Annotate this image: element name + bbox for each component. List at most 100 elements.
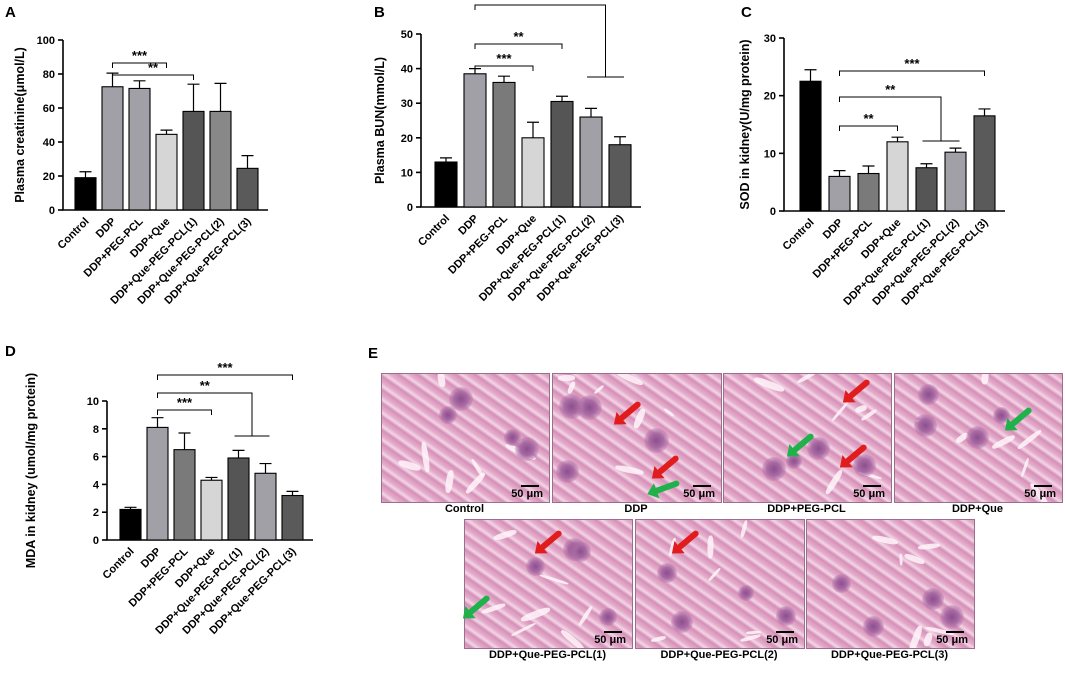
scale-label: 50 μm	[766, 634, 798, 646]
bar-ddp-que-peg-pcl-3-	[281, 494, 304, 541]
chart-panel-b: B 0 10 20 30 40 50 Plasma BUN(mmol/L) Control DDP…	[373, 0, 641, 304]
bar-ddp-peg-pcl	[857, 172, 880, 212]
error-bar	[187, 83, 200, 112]
significance-label: ***	[217, 360, 233, 375]
histology-image-ddp-que-peg-pcl-2-: 50 μm	[635, 519, 805, 649]
significance-bracket	[474, 65, 534, 71]
bar-ddp-que-peg-pcl-1-	[182, 110, 205, 211]
y-tick-label: 40	[43, 137, 55, 149]
glomerulus	[559, 394, 584, 419]
significance-label: **	[863, 111, 874, 126]
error-bar	[862, 165, 875, 174]
error-bar	[178, 432, 191, 450]
bar-ddp-peg-pcl	[173, 449, 196, 541]
error-bar	[205, 476, 218, 481]
y-tick-label: 10	[87, 396, 99, 408]
error-bar	[259, 462, 272, 474]
y-axis-label: SOD in kidney(U/mg protein)	[738, 39, 752, 209]
category-label: DDP	[821, 217, 846, 242]
histology-label: DDP+Que	[951, 503, 1004, 515]
histology-image-ddp-que: 50 μm	[894, 373, 1063, 503]
scale-bar	[863, 485, 881, 487]
tubule-lumen	[577, 605, 594, 627]
error-bar	[804, 69, 817, 82]
y-tick-label: 20	[764, 91, 776, 103]
tubule-lumen	[707, 535, 714, 559]
scale-bar	[946, 631, 964, 633]
y-tick-label: 50	[401, 29, 413, 41]
glomerulus	[914, 414, 937, 437]
bar-ddp-que-peg-pcl-1-	[550, 100, 574, 208]
y-tick-label: 0	[93, 535, 99, 547]
glomerulus	[762, 457, 786, 481]
bar-ddp	[101, 86, 124, 211]
error-bar	[833, 170, 846, 177]
y-tick-label: 2	[93, 507, 99, 519]
tubule-lumen	[566, 380, 577, 395]
panel-letter: A	[5, 4, 16, 21]
y-tick-label: 100	[37, 35, 55, 47]
tubule-lumen	[559, 628, 586, 648]
tubule-lumen	[922, 631, 934, 648]
tubule-lumen	[980, 374, 990, 385]
tubule-lumen	[420, 441, 431, 473]
tubule-lumen	[752, 375, 786, 394]
error-bar	[440, 157, 452, 163]
bar-ddp-peg-pcl	[492, 81, 516, 208]
glomerulus	[556, 460, 579, 483]
glomerulus	[853, 454, 876, 477]
category-label: DDP	[456, 213, 481, 238]
significance-bracket	[839, 70, 985, 76]
histology-image-ddp: 50 μm	[552, 373, 722, 503]
error-bar	[527, 121, 539, 138]
bar-ddp-que	[155, 133, 178, 211]
tubule-lumen	[614, 464, 645, 476]
y-tick-label: 30	[764, 33, 776, 45]
tubule-lumen	[464, 470, 487, 496]
glomerulus	[657, 563, 677, 583]
significance-label: **	[148, 60, 159, 75]
tubule-lumen	[917, 542, 941, 551]
bar-ddp-que-peg-pcl-1-	[915, 167, 938, 212]
scale-bar	[1034, 485, 1052, 487]
bar-ddp	[828, 175, 851, 212]
y-tick-label: 6	[93, 452, 99, 464]
y-tick-label: 60	[43, 103, 55, 115]
bar-control	[74, 177, 97, 211]
tubule-lumen	[903, 552, 926, 566]
glomerulus	[807, 437, 830, 460]
tubule-lumen	[854, 404, 868, 414]
error-bar	[286, 490, 299, 496]
bar-ddp-que-peg-pcl-3-	[236, 167, 259, 211]
error-bar	[920, 163, 933, 168]
glomerulus	[776, 606, 796, 626]
bar-ddp-que	[521, 137, 545, 208]
glomerulus	[922, 588, 944, 610]
glomerulus	[570, 541, 591, 562]
scale-label: 50 μm	[936, 634, 968, 646]
tubule-lumen	[796, 374, 818, 385]
y-tick-label: 30	[401, 98, 413, 110]
y-tick-label: 10	[401, 167, 413, 179]
y-tick-label: 4	[93, 479, 100, 491]
error-bar	[949, 147, 962, 153]
error-bar	[160, 129, 173, 135]
panel-letter: D	[5, 343, 16, 360]
y-tick-label: 0	[770, 206, 776, 218]
glomerulus	[671, 611, 693, 633]
bar-ddp-que	[886, 141, 909, 212]
histology-label: DDP+PEG-PCL	[767, 503, 846, 515]
glomerulus	[526, 557, 545, 576]
y-tick-label: 8	[93, 424, 99, 436]
error-bar	[978, 108, 991, 116]
panel-letter: B	[374, 4, 385, 21]
significance-bracket	[112, 62, 167, 68]
histology-image-ddp-que-peg-pcl-3-: 50 μm	[806, 519, 975, 649]
tubule-lumen	[663, 407, 675, 418]
bar-control	[799, 80, 822, 212]
y-tick-label: 40	[401, 64, 413, 76]
tubule-lumen	[593, 384, 605, 395]
chart-panel-a: A 0 20 40 60 80 100 Plasma creatinine(μmol/L) Co…	[5, 4, 268, 307]
histology-label: DDP	[624, 503, 648, 515]
significance-bracket	[474, 43, 563, 49]
